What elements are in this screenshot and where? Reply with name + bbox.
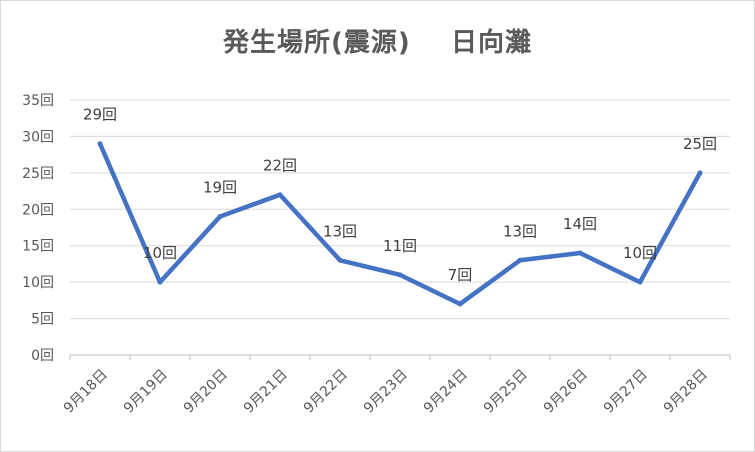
data-label: 14回 — [563, 215, 597, 233]
y-tick-label: 20回 — [22, 202, 54, 218]
data-point — [277, 192, 283, 198]
data-label: 11回 — [383, 237, 417, 255]
x-tick-label: 9月22日 — [301, 367, 351, 417]
data-point — [97, 141, 103, 147]
x-tick-label: 9月23日 — [361, 367, 411, 417]
data-point — [637, 279, 643, 285]
data-point — [157, 279, 163, 285]
y-tick-label: 30回 — [22, 129, 54, 145]
x-tick-label: 9月21日 — [241, 367, 291, 417]
x-tick-label: 9月24日 — [421, 367, 471, 417]
x-tick-label: 9月25日 — [481, 367, 531, 417]
y-tick-label: 35回 — [22, 93, 54, 109]
x-tick-label: 9月28日 — [661, 367, 711, 417]
x-tick-label: 9月26日 — [541, 367, 591, 417]
y-tick-label: 0回 — [31, 348, 54, 364]
data-point — [697, 170, 703, 176]
data-point — [577, 250, 583, 256]
y-tick-label: 25回 — [22, 166, 54, 182]
gridlines — [70, 99, 730, 356]
data-label: 7回 — [448, 266, 473, 284]
y-tick-label: 10回 — [22, 275, 54, 291]
series-line — [97, 141, 703, 307]
data-label: 10回 — [623, 244, 657, 262]
y-tick-label: 15回 — [22, 239, 54, 255]
data-point — [337, 257, 343, 263]
chart-title: 発生場所(震源) 日向灘 — [223, 28, 532, 58]
x-axis-ticks: 9月18日 9月19日 9月20日 9月21日 9月22日 9月23日 9月24日 9月25日… — [61, 355, 731, 417]
x-tick-label: 9月19日 — [121, 367, 171, 417]
data-point — [217, 214, 223, 220]
data-label: 29回 — [83, 106, 117, 124]
data-label: 19回 — [203, 179, 237, 197]
data-label: 13回 — [503, 222, 537, 240]
data-labels: 29回 10回 19回 22回 13回 11回 7回 13回 14回 10回 25回 — [83, 106, 717, 284]
x-tick-label: 9月18日 — [61, 367, 111, 417]
y-tick-label: 5回 — [31, 312, 54, 328]
x-tick-label: 9月20日 — [181, 367, 231, 417]
series-group — [97, 141, 703, 307]
data-point — [457, 301, 463, 307]
data-label: 22回 — [263, 157, 297, 175]
data-point — [517, 257, 523, 263]
data-point — [397, 272, 403, 278]
data-label: 10回 — [143, 244, 177, 262]
x-tick-label: 9月27日 — [601, 367, 651, 417]
data-label: 13回 — [323, 222, 357, 240]
data-label: 25回 — [683, 135, 717, 153]
y-axis-ticks: 0回 5回 10回 15回 20回 25回 30回 35回 — [22, 93, 54, 364]
